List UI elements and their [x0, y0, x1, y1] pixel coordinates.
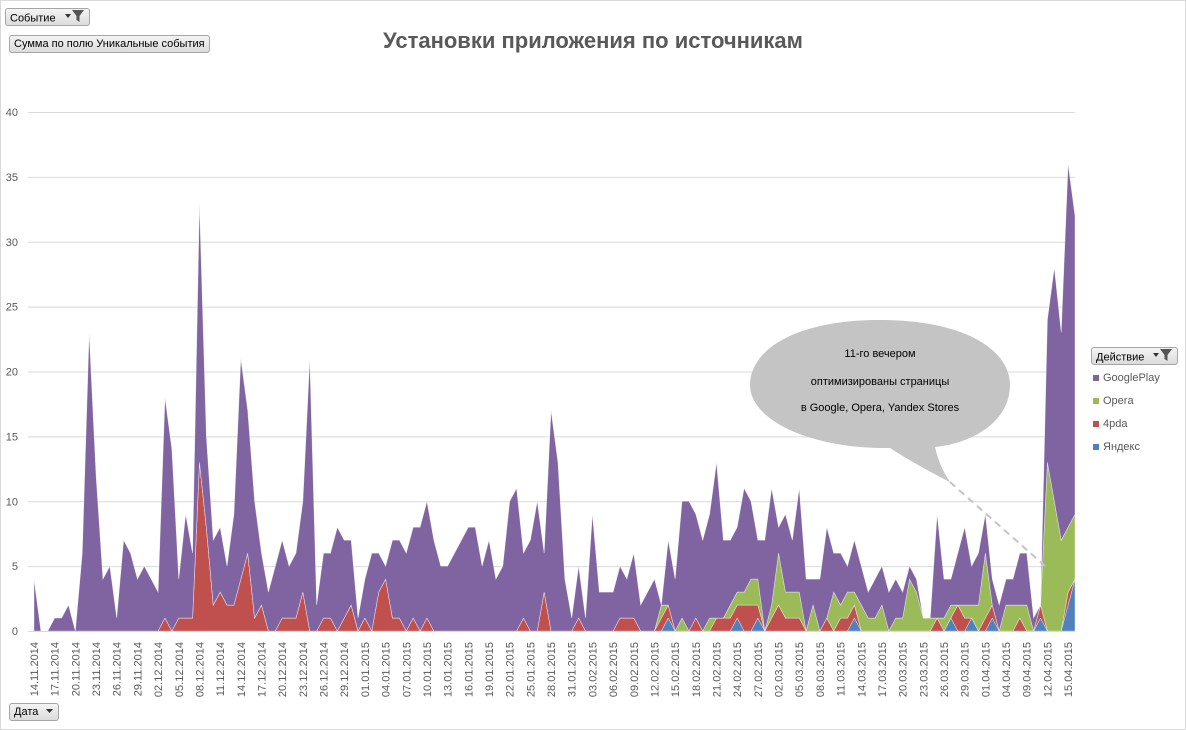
x-tick-label: 11.12.2014 — [215, 642, 227, 696]
legend-label: Яндекс — [1103, 440, 1140, 453]
x-tick-label: 01.01.2015 — [360, 642, 372, 697]
x-tick-label: 26.11.2014 — [112, 642, 124, 696]
value-field-button[interactable]: Сумма по полю Уникальные события — [9, 35, 210, 53]
x-tick-label: 23.11.2014 — [91, 642, 103, 696]
x-tick-label: 31.01.2015 — [567, 642, 579, 697]
x-tick-label: 17.03.2015 — [877, 642, 889, 697]
legend-item: Яндекс — [1093, 435, 1160, 458]
callout-leader-line — [949, 481, 1046, 567]
action-filter-button[interactable]: Действие — [1091, 347, 1179, 367]
x-tick-label: 01.04.2015 — [980, 642, 992, 697]
x-tick-label: 29.03.2015 — [960, 642, 972, 697]
y-tick-label: 35 — [6, 172, 18, 184]
x-tick-label: 24.02.2015 — [732, 642, 744, 697]
x-tick-label: 02.12.2014 — [153, 642, 165, 697]
legend: GooglePlay Opera 4pda Яндекс — [1093, 366, 1160, 458]
filter-icon — [1151, 348, 1173, 367]
y-tick-label: 20 — [6, 367, 18, 379]
x-tick-label: 29.12.2014 — [339, 642, 351, 697]
x-tick-label: 04.01.2015 — [381, 642, 393, 697]
y-tick-label: 25 — [6, 302, 18, 314]
x-tick-label: 17.12.2014 — [257, 642, 269, 697]
x-tick-label: 14.11.2014 — [29, 642, 41, 696]
event-filter-label: Событие — [10, 12, 56, 25]
action-filter-label: Действие — [1096, 351, 1145, 364]
x-tick-label: 04.04.2015 — [1001, 642, 1013, 697]
callout-bubble — [750, 320, 1010, 482]
x-tick-label: 15.02.2015 — [670, 642, 682, 697]
x-tick-label: 16.01.2015 — [463, 642, 475, 697]
legend-item: GooglePlay — [1093, 366, 1160, 389]
y-tick-label: 5 — [12, 561, 18, 573]
x-tick-label: 14.03.2015 — [856, 642, 868, 697]
x-tick-label: 17.11.2014 — [50, 642, 62, 696]
y-tick-label: 30 — [6, 237, 18, 249]
callout-line-1: 11-го вечером — [844, 348, 916, 360]
y-tick-label: 40 — [6, 107, 18, 119]
callout-line-2: оптимизированы страницы — [810, 376, 950, 388]
x-tick-label: 13.01.2015 — [443, 642, 455, 697]
x-tick-label: 22.01.2015 — [505, 642, 517, 697]
x-tick-label: 12.04.2015 — [1042, 642, 1054, 697]
callout-line-3: в Google, Opera, Yandex Stores — [800, 402, 960, 414]
x-tick-label: 11.03.2015 — [836, 642, 848, 696]
y-axis-tick-labels: 0 5 10 15 20 25 30 35 40 — [6, 107, 18, 638]
x-tick-label: 26.03.2015 — [939, 642, 951, 697]
callout-shape — [750, 320, 1046, 567]
event-filter-button[interactable]: Событие — [5, 8, 90, 26]
x-tick-label: 08.12.2014 — [194, 642, 206, 697]
dropdown-arrow-icon — [45, 704, 54, 720]
y-tick-label: 0 — [12, 626, 18, 638]
legend-swatch — [1093, 397, 1099, 404]
legend-item: Opera — [1093, 389, 1160, 412]
x-tick-label: 09.04.2015 — [1022, 642, 1034, 697]
x-tick-label: 05.12.2014 — [174, 642, 186, 697]
y-tick-label: 10 — [6, 496, 18, 508]
filter-icon — [63, 9, 85, 28]
legend-label: GooglePlay — [1103, 371, 1160, 384]
x-tick-label: 28.01.2015 — [546, 642, 558, 697]
x-tick-label: 05.03.2015 — [794, 642, 806, 697]
chart-title: Установки приложения по источникам — [383, 28, 803, 53]
x-tick-label: 12.02.2015 — [649, 642, 661, 697]
area-series-googleplay — [33, 163, 1076, 633]
legend-label: 4pda — [1103, 417, 1128, 430]
x-tick-label: 20.11.2014 — [70, 642, 82, 696]
x-tick-label: 15.04.2015 — [1063, 642, 1075, 697]
date-axis-field-button[interactable]: Дата — [9, 703, 60, 721]
x-tick-label: 08.03.2015 — [815, 642, 827, 697]
x-tick-label: 26.12.2014 — [319, 642, 331, 697]
x-tick-label: 06.02.2015 — [608, 642, 620, 697]
date-field-label: Дата — [14, 706, 39, 718]
x-tick-label: 09.02.2015 — [629, 642, 641, 697]
x-tick-label: 25.01.2015 — [525, 642, 537, 697]
x-tick-label: 19.01.2015 — [484, 642, 496, 697]
x-tick-label: 14.12.2014 — [236, 642, 248, 697]
legend-label: Opera — [1103, 394, 1134, 407]
x-axis-tick-labels: 14.11.2014 17.11.2014 20.11.2014 23.11.2014… — [29, 642, 1075, 697]
x-tick-label: 03.02.2015 — [587, 642, 599, 697]
legend-swatch — [1093, 374, 1099, 381]
legend-swatch — [1093, 420, 1099, 427]
x-tick-label: 23.12.2014 — [298, 642, 310, 697]
legend-item: 4pda — [1093, 412, 1160, 435]
x-tick-label: 18.02.2015 — [691, 642, 703, 697]
x-tick-label: 27.02.2015 — [753, 642, 765, 697]
x-tick-label: 02.03.2015 — [774, 642, 786, 697]
x-tick-label: 10.01.2015 — [422, 642, 434, 697]
x-tick-label: 07.01.2015 — [401, 642, 413, 697]
x-tick-label: 20.12.2014 — [277, 642, 289, 697]
x-tick-label: 21.02.2015 — [712, 642, 724, 697]
series-areas — [33, 163, 1076, 633]
x-tick-label: 29.11.2014 — [132, 642, 144, 696]
x-tick-label: 23.03.2015 — [918, 642, 930, 697]
x-tick-label: 20.03.2015 — [898, 642, 910, 697]
y-tick-label: 15 — [6, 431, 18, 443]
legend-swatch — [1093, 443, 1099, 450]
